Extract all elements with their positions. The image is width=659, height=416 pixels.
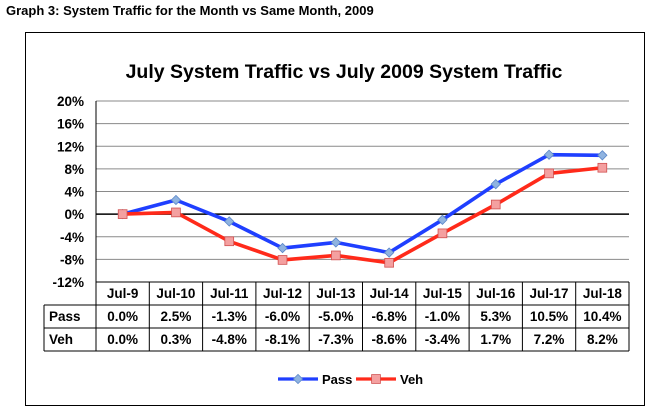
data-point-pass [597,150,608,161]
data-point-veh [544,168,554,179]
table-data-label: -1.0% [425,309,460,324]
y-tick-label: 0% [64,207,84,222]
y-tick-label: 20% [57,94,84,109]
table-data-label: 2.5% [161,309,192,324]
data-point-pass [277,242,288,254]
table-data-label: 1.7% [480,332,511,347]
legend-marker [292,373,304,385]
x-tick-label: Jul-13 [316,286,356,301]
x-tick-label: Jul-10 [156,286,195,301]
series-line-veh [122,165,603,265]
y-tick-label: -4% [60,230,84,245]
data-point-veh [171,207,181,218]
data-point-veh [490,199,501,210]
table-data-label: 0.3% [161,332,192,347]
table-series-name: Veh [49,332,73,347]
table-data-label: -8.6% [372,332,407,347]
data-point-veh [597,162,608,173]
x-tick-label: Jul-17 [530,286,569,301]
table-data-label: 0.0% [107,332,138,347]
table-series-name: Pass [49,309,81,324]
x-tick-label: Jul-15 [423,286,463,301]
table-data-label: 10.5% [530,309,568,324]
y-tick-label: 16% [57,117,84,132]
legend-marker [371,374,381,384]
table-data-label: -6.8% [372,309,407,324]
y-tick-label: -12% [52,275,84,290]
table-data-label: -3.4% [425,332,460,347]
x-tick-label: Jul-18 [583,286,623,301]
table-data-label: 7.2% [534,332,565,347]
table-data-label: 0.0% [107,309,138,324]
legend-label: Veh [400,372,423,387]
data-point-pass [383,247,395,258]
table-data-label: 8.2% [587,332,618,347]
table-data-label: -6.0% [265,309,300,324]
y-tick-label: 4% [64,185,84,200]
y-tick-label: 12% [57,139,84,154]
chart-title: July System Traffic vs July 2009 System … [126,61,563,83]
table-data-label: -5.0% [318,309,353,324]
data-point-veh [117,209,128,219]
data-point-pass [330,237,342,248]
data-point-veh [277,255,288,265]
data-point-pass [224,216,235,227]
table-data-label: 5.3% [480,309,511,324]
data-point-veh [224,236,235,247]
data-point-pass [170,194,182,206]
table-data-label: -1.3% [212,309,247,324]
traffic-chart: July System Traffic vs July 2009 System … [43,61,630,387]
data-point-pass [490,178,501,190]
data-point-veh [437,228,448,239]
y-tick-label: -8% [60,252,84,267]
data-point-veh [331,250,341,261]
table-data-label: 10.4% [583,309,621,324]
table-data-label: -4.8% [212,332,247,347]
table-data-label: -7.3% [318,332,353,347]
x-tick-label: Jul-14 [370,286,410,301]
data-point-pass [437,214,448,225]
data-point-pass [543,149,555,160]
x-tick-label: Jul-12 [263,286,302,301]
series-line-pass [122,152,603,255]
x-tick-label: Jul-9 [107,286,139,301]
data-point-veh [384,257,394,268]
table-data-label: -8.1% [265,332,300,347]
x-tick-label: Jul-16 [476,286,516,301]
x-tick-label: Jul-11 [210,286,249,301]
page-heading: Graph 3: System Traffic for the Month vs… [6,3,374,18]
legend-label: Pass [322,372,352,387]
y-tick-label: 8% [64,162,84,177]
chart-frame: July System Traffic vs July 2009 System … [25,32,645,406]
